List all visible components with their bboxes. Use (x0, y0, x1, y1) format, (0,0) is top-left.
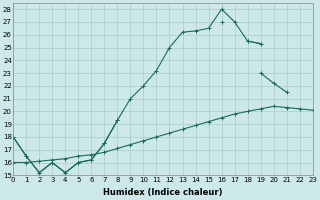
X-axis label: Humidex (Indice chaleur): Humidex (Indice chaleur) (103, 188, 223, 197)
